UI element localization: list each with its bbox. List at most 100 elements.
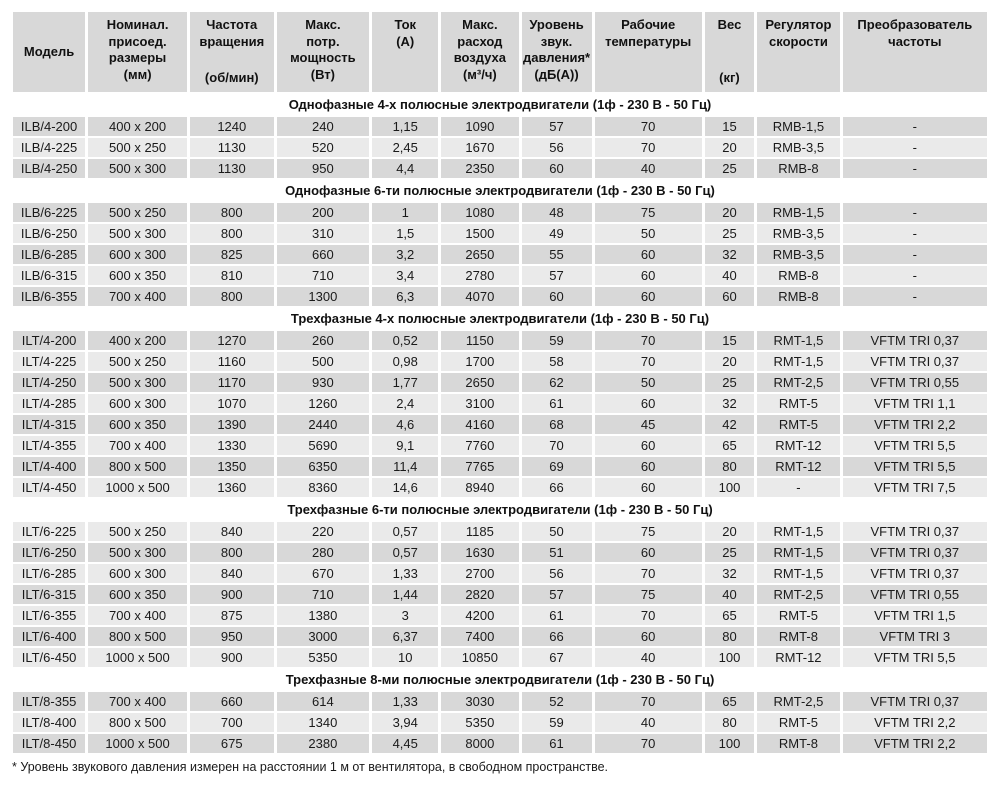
cell-speed: 1130 — [190, 159, 274, 178]
col-header-temperature: Рабочие температуры — [594, 12, 702, 92]
cell-regulator: RMT-5 — [757, 415, 840, 434]
cell-dimensions: 1000 x 500 — [88, 648, 188, 667]
cell-current: 0,52 — [372, 331, 439, 350]
cell-weight: 65 — [704, 436, 755, 455]
cell-converter: - — [842, 117, 987, 136]
cell-model: ILT/8-450 — [13, 734, 86, 753]
cell-speed: 800 — [190, 543, 274, 562]
cell-converter: VFTM TRI 0,37 — [842, 543, 987, 562]
footnote: * Уровень звукового давления измерен на … — [12, 760, 609, 774]
col-header-speed: Частота вращения (об/мин) — [190, 12, 274, 92]
header-line: присоед. — [108, 33, 167, 49]
cell-model: ILT/6-285 — [13, 564, 86, 583]
cell-speed: 660 — [190, 692, 274, 711]
cell-current: 3,94 — [372, 713, 439, 732]
cell-noise: 57 — [521, 585, 592, 604]
cell-dimensions: 500 x 250 — [88, 138, 188, 157]
cell-weight: 65 — [704, 692, 755, 711]
header-line: потр. — [306, 33, 340, 49]
cell-regulator: RMT-1,5 — [757, 331, 840, 350]
cell-dimensions: 700 x 400 — [88, 287, 188, 306]
cell-dimensions: 600 x 300 — [88, 564, 188, 583]
header-line: (мм) — [123, 66, 152, 82]
cell-converter: VFTM TRI 2,2 — [842, 713, 987, 732]
cell-speed: 840 — [190, 522, 274, 541]
section-header-row: Трехфазные 4-х полюсные электродвигатели… — [13, 308, 987, 329]
header-unit: (кг) — [719, 70, 740, 86]
header-line: вращения — [199, 33, 265, 49]
cell-power: 950 — [276, 159, 370, 178]
cell-current: 1,77 — [372, 373, 439, 392]
cell-temperature: 60 — [594, 394, 702, 413]
header-line: мощность — [290, 50, 356, 66]
cell-temperature: 75 — [594, 203, 702, 222]
header-line: (дБ(А)) — [534, 66, 579, 82]
cell-weight: 25 — [704, 159, 755, 178]
cell-converter: VFTM TRI 0,37 — [842, 522, 987, 541]
cell-power: 2440 — [276, 415, 370, 434]
section-title: Однофазные 4-х полюсные электродвигатели… — [13, 94, 987, 115]
cell-current: 11,4 — [372, 457, 439, 476]
cell-speed: 800 — [190, 287, 274, 306]
cell-regulator: RMB-3,5 — [757, 245, 840, 264]
cell-noise: 60 — [521, 159, 592, 178]
cell-model: ILT/4-355 — [13, 436, 86, 455]
cell-regulator: RMT-12 — [757, 648, 840, 667]
cell-noise: 61 — [521, 734, 592, 753]
cell-noise: 48 — [521, 203, 592, 222]
cell-model: ILT/4-400 — [13, 457, 86, 476]
cell-temperature: 60 — [594, 457, 702, 476]
cell-speed: 825 — [190, 245, 274, 264]
cell-temperature: 70 — [594, 564, 702, 583]
cell-weight: 100 — [704, 734, 755, 753]
cell-model: ILB/6-285 — [13, 245, 86, 264]
table-row: ILB/6-250 500 x 300 800 310 1,5 1500 49 50 25 RMB… — [13, 224, 987, 243]
cell-airflow: 2820 — [441, 585, 519, 604]
cell-converter: - — [842, 203, 987, 222]
cell-dimensions: 1000 x 500 — [88, 478, 188, 497]
cell-airflow: 1080 — [441, 203, 519, 222]
section-title: Трехфазные 6-ти полюсные электродвигател… — [13, 499, 987, 520]
cell-model: ILB/6-315 — [13, 266, 86, 285]
cell-noise: 59 — [521, 331, 592, 350]
cell-airflow: 4160 — [441, 415, 519, 434]
cell-power: 5690 — [276, 436, 370, 455]
cell-dimensions: 500 x 250 — [88, 352, 188, 371]
cell-model: ILT/4-450 — [13, 478, 86, 497]
cell-dimensions: 600 x 300 — [88, 394, 188, 413]
table-row: ILT/4-285 600 x 300 1070 1260 2,4 3100 61 60 32 R… — [13, 394, 987, 413]
cell-dimensions: 600 x 350 — [88, 585, 188, 604]
cell-temperature: 50 — [594, 373, 702, 392]
cell-regulator: RMT-1,5 — [757, 522, 840, 541]
cell-dimensions: 800 x 500 — [88, 457, 188, 476]
cell-current: 2,45 — [372, 138, 439, 157]
cell-noise: 68 — [521, 415, 592, 434]
cell-speed: 800 — [190, 203, 274, 222]
header-line: Вес — [717, 17, 742, 32]
header-line: температуры — [605, 33, 692, 49]
cell-temperature: 60 — [594, 478, 702, 497]
cell-airflow: 2650 — [441, 245, 519, 264]
cell-power: 2380 — [276, 734, 370, 753]
cell-current: 3,4 — [372, 266, 439, 285]
cell-converter: - — [842, 287, 987, 306]
cell-noise: 56 — [521, 138, 592, 157]
cell-temperature: 70 — [594, 138, 702, 157]
cell-speed: 1390 — [190, 415, 274, 434]
table-row: ILT/8-450 1000 x 500 675 2380 4,45 8000 61 70 10… — [13, 734, 987, 753]
cell-current: 9,1 — [372, 436, 439, 455]
cell-regulator: RMT-2,5 — [757, 692, 840, 711]
cell-converter: VFTM TRI 0,37 — [842, 692, 987, 711]
cell-temperature: 45 — [594, 415, 702, 434]
cell-current: 1,33 — [372, 564, 439, 583]
cell-model: ILT/4-200 — [13, 331, 86, 350]
cell-temperature: 60 — [594, 266, 702, 285]
cell-power: 5350 — [276, 648, 370, 667]
header-line: Макс. — [462, 17, 498, 32]
cell-model: ILT/4-285 — [13, 394, 86, 413]
cell-temperature: 40 — [594, 648, 702, 667]
cell-dimensions: 500 x 300 — [88, 224, 188, 243]
cell-model: ILT/6-315 — [13, 585, 86, 604]
cell-model: ILT/4-250 — [13, 373, 86, 392]
cell-temperature: 40 — [594, 713, 702, 732]
